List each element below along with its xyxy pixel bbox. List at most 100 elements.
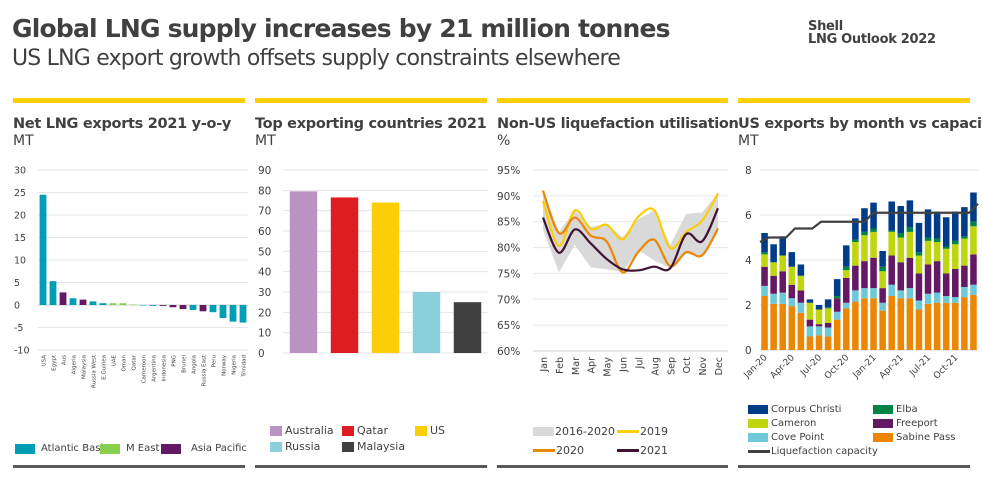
bar-segment-sabine-pass bbox=[779, 303, 786, 350]
legend-label: Asia Pacific bbox=[191, 443, 247, 454]
legend-item: Asia Pacific bbox=[161, 443, 247, 454]
bar-segment-elba bbox=[933, 238, 941, 242]
bar-segment-corpus-christi bbox=[761, 233, 768, 253]
legend-swatch bbox=[873, 433, 893, 442]
x-tick-label: Apr bbox=[587, 357, 598, 374]
legend-label: Sabine Pass bbox=[896, 432, 956, 443]
y-tick-label: 90 bbox=[258, 165, 271, 177]
bar bbox=[59, 292, 67, 305]
bar-segment-cameron bbox=[942, 248, 950, 274]
bar bbox=[89, 301, 97, 305]
bar-segment-corpus-christi bbox=[852, 218, 859, 240]
panel-accent-bar bbox=[738, 98, 970, 103]
bar-segment-cameron bbox=[906, 231, 914, 258]
legend-swatch bbox=[748, 433, 768, 442]
legend-label: Liquefaction capacity bbox=[771, 446, 878, 457]
bar bbox=[209, 305, 217, 313]
bar-segment-elba bbox=[761, 252, 768, 255]
bar-segment-elba bbox=[915, 252, 923, 256]
bar-segment-freeport bbox=[779, 271, 786, 293]
y-tick-label: 5 bbox=[14, 278, 20, 289]
bar-segment-elba bbox=[906, 227, 914, 232]
legend-swatch bbox=[342, 425, 354, 436]
bar bbox=[119, 303, 127, 305]
x-tick-label: Nigeria bbox=[232, 355, 238, 375]
bar-segment-cove-point bbox=[815, 326, 823, 336]
x-tick-label: Oct-21 bbox=[932, 353, 960, 381]
y-tick-label: 4 bbox=[745, 255, 752, 267]
bar bbox=[229, 305, 237, 322]
bar-segment-elba bbox=[970, 221, 977, 227]
bar-segment-corpus-christi bbox=[933, 211, 941, 239]
bar-segment-freeport bbox=[797, 290, 805, 303]
bar bbox=[49, 281, 57, 305]
bar-segment-cameron bbox=[861, 235, 868, 262]
legend-swatch bbox=[161, 443, 181, 454]
bar-segment-sabine-pass bbox=[897, 298, 905, 350]
bar-segment-sabine-pass bbox=[861, 298, 868, 350]
bar bbox=[109, 303, 117, 305]
legend-item: Cameron bbox=[748, 418, 816, 429]
bar-segment-cameron bbox=[952, 244, 959, 269]
bar-segment-sabine-pass bbox=[870, 298, 877, 350]
legend-label: 2016-2020 bbox=[555, 425, 615, 438]
bar-segment-cove-point bbox=[915, 300, 923, 310]
legend-item: US bbox=[415, 424, 445, 437]
bar bbox=[199, 305, 207, 312]
bar-segment-sabine-pass bbox=[797, 312, 805, 350]
bar-segment-elba bbox=[888, 230, 895, 232]
bar-segment-freeport bbox=[761, 266, 768, 286]
bar-segment-cove-point bbox=[843, 302, 850, 309]
x-tick-label: Mar bbox=[571, 357, 582, 375]
x-tick-label: Jul bbox=[634, 357, 645, 369]
y-tick-label: 20 bbox=[258, 307, 271, 319]
y-tick-label: 60 bbox=[258, 226, 271, 238]
bar-segment-cove-point bbox=[833, 311, 841, 320]
bar bbox=[139, 305, 147, 306]
bar-segment-cove-point bbox=[961, 287, 968, 298]
bar-segment-sabine-pass bbox=[933, 302, 941, 350]
bar-segment-elba bbox=[961, 236, 968, 239]
y-tick-label: 80% bbox=[497, 243, 520, 255]
bar-segment-cove-point bbox=[779, 292, 786, 304]
legend-item: Qatar bbox=[342, 424, 388, 437]
x-tick-label: Egypt bbox=[52, 354, 58, 371]
x-tick-label: Brunei bbox=[182, 355, 188, 373]
bar-segment-sabine-pass bbox=[815, 335, 823, 350]
legend-label: Russia bbox=[285, 440, 321, 453]
panel-accent-bar bbox=[497, 98, 728, 103]
y-tick-label: 20 bbox=[14, 211, 26, 222]
x-tick-label: Cameroon bbox=[142, 354, 148, 383]
bar-segment-freeport bbox=[770, 275, 777, 294]
x-tick-label: Jul-20 bbox=[798, 353, 824, 379]
bar-segment-cove-point bbox=[933, 292, 941, 303]
x-tick-label: Apr-21 bbox=[878, 353, 906, 381]
bar-segment-corpus-christi bbox=[870, 202, 877, 229]
x-tick-label: Malaysia bbox=[82, 355, 88, 379]
bar-segment-freeport bbox=[942, 273, 950, 296]
bar-segment-sabine-pass bbox=[806, 336, 814, 350]
bar-segment-corpus-christi bbox=[897, 206, 905, 233]
bar-segment-sabine-pass bbox=[970, 294, 977, 350]
legend-swatch bbox=[617, 449, 639, 452]
bar-segment-cove-point bbox=[888, 284, 895, 296]
x-tick-label: May bbox=[603, 357, 614, 377]
chart-unit: MT bbox=[255, 133, 276, 149]
legend-item: Cove Point bbox=[748, 432, 824, 443]
legend-item: 2020 bbox=[533, 444, 584, 457]
bar-segment-freeport bbox=[861, 261, 868, 289]
bar bbox=[149, 305, 157, 306]
x-tick-label: Aus bbox=[62, 355, 68, 365]
bar-segment-cameron bbox=[961, 238, 968, 266]
bar bbox=[219, 305, 227, 319]
bar-segment-corpus-christi bbox=[961, 207, 968, 237]
bar-segment-freeport bbox=[915, 273, 923, 301]
y-tick-label: 60% bbox=[497, 346, 520, 358]
y-tick-label: 40 bbox=[258, 267, 271, 279]
y-tick-label: 50 bbox=[258, 246, 271, 258]
bar-segment-cove-point bbox=[870, 288, 877, 299]
legend-swatch bbox=[533, 427, 554, 436]
panel-bottom-rule bbox=[497, 465, 728, 468]
bar-segment-corpus-christi bbox=[879, 251, 886, 267]
legend-label: Corpus Christi bbox=[771, 404, 842, 415]
